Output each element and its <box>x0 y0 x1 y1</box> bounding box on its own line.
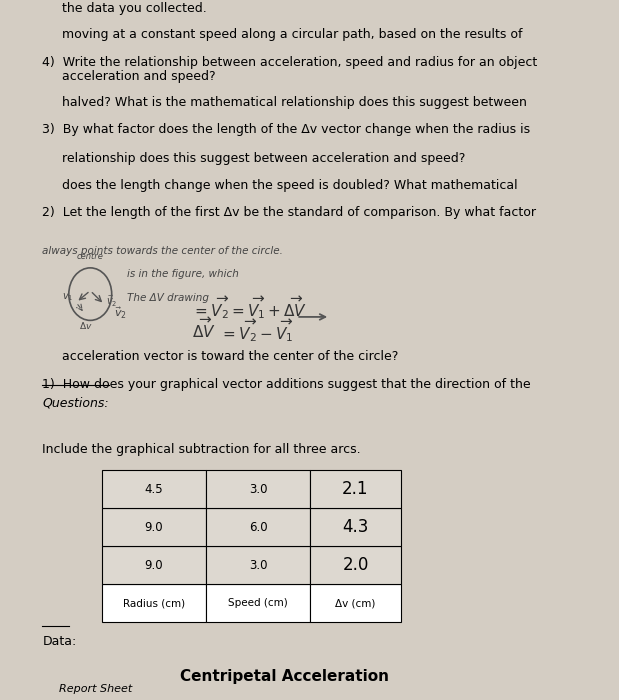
Text: 6.0: 6.0 <box>249 521 267 534</box>
Text: centre: centre <box>77 252 104 261</box>
Text: 4.3: 4.3 <box>342 518 369 536</box>
Text: 3.0: 3.0 <box>249 483 267 496</box>
Text: Data:: Data: <box>42 635 77 648</box>
FancyBboxPatch shape <box>206 470 310 508</box>
Text: moving at a constant speed along a circular path, based on the results of: moving at a constant speed along a circu… <box>42 28 523 41</box>
FancyBboxPatch shape <box>310 508 400 546</box>
FancyBboxPatch shape <box>310 470 400 508</box>
Text: always points towards the center of the circle.: always points towards the center of the … <box>42 246 283 256</box>
FancyBboxPatch shape <box>310 546 400 584</box>
FancyBboxPatch shape <box>206 508 310 546</box>
Text: is in the figure, which: is in the figure, which <box>127 269 239 279</box>
Text: $v_1$: $v_1$ <box>62 292 73 304</box>
Text: $= \overrightarrow{V_2} = \overrightarrow{V_1} + \overrightarrow{\Delta V}$: $= \overrightarrow{V_2} = \overrightarro… <box>192 294 307 321</box>
FancyBboxPatch shape <box>102 584 206 622</box>
Text: the data you collected.: the data you collected. <box>42 2 207 15</box>
FancyBboxPatch shape <box>206 546 310 584</box>
Text: The ΔV drawing: The ΔV drawing <box>127 293 209 302</box>
Text: relationship does this suggest between acceleration and speed?: relationship does this suggest between a… <box>42 153 465 165</box>
Text: 3)  By what factor does the length of the Δv vector change when the radius is: 3) By what factor does the length of the… <box>42 123 530 136</box>
Text: Centripetal Acceleration: Centripetal Acceleration <box>181 669 389 685</box>
Text: $= \overrightarrow{V_2} - \overrightarrow{V_1}$: $= \overrightarrow{V_2} - \overrightarro… <box>220 317 294 344</box>
Text: Speed (cm): Speed (cm) <box>228 598 288 608</box>
Text: does the length change when the speed is doubled? What mathematical: does the length change when the speed is… <box>42 178 518 192</box>
FancyBboxPatch shape <box>102 546 206 584</box>
Text: 3.0: 3.0 <box>249 559 267 572</box>
Text: acceleration vector is toward the center of the circle?: acceleration vector is toward the center… <box>42 350 399 363</box>
Text: Report Sheet: Report Sheet <box>59 685 132 694</box>
Text: Include the graphical subtraction for all three arcs.: Include the graphical subtraction for al… <box>42 442 361 456</box>
Text: 4)  Write the relationship between acceleration, speed and radius for an object: 4) Write the relationship between accele… <box>42 56 537 69</box>
FancyBboxPatch shape <box>206 584 310 622</box>
Text: 2.0: 2.0 <box>342 556 369 574</box>
Text: $\Delta v$: $\Delta v$ <box>79 321 92 331</box>
FancyBboxPatch shape <box>310 584 400 622</box>
Text: halved? What is the mathematical relationship does this suggest between: halved? What is the mathematical relatio… <box>42 96 527 108</box>
Text: $\overrightarrow{\Delta V}$: $\overrightarrow{\Delta V}$ <box>192 317 215 341</box>
Text: 2)  Let the length of the first Δv be the standard of comparison. By what factor: 2) Let the length of the first Δv be the… <box>42 206 536 219</box>
Text: Radius (cm): Radius (cm) <box>123 598 185 608</box>
Text: acceleration and speed?: acceleration and speed? <box>42 69 216 83</box>
Text: Δv (cm): Δv (cm) <box>335 598 376 608</box>
FancyBboxPatch shape <box>102 470 206 508</box>
Text: 2.1: 2.1 <box>342 480 369 498</box>
Text: Questions:: Questions: <box>42 396 109 410</box>
Text: $\vec{v}_2$: $\vec{v}_2$ <box>106 293 118 309</box>
FancyBboxPatch shape <box>102 508 206 546</box>
Text: 9.0: 9.0 <box>144 521 163 534</box>
Text: 4.5: 4.5 <box>144 483 163 496</box>
Text: 9.0: 9.0 <box>144 559 163 572</box>
Text: 1)  How does your graphical vector additions suggest that the direction of the: 1) How does your graphical vector additi… <box>42 378 531 391</box>
Text: $\vec{v}_2$: $\vec{v}_2$ <box>114 306 127 321</box>
